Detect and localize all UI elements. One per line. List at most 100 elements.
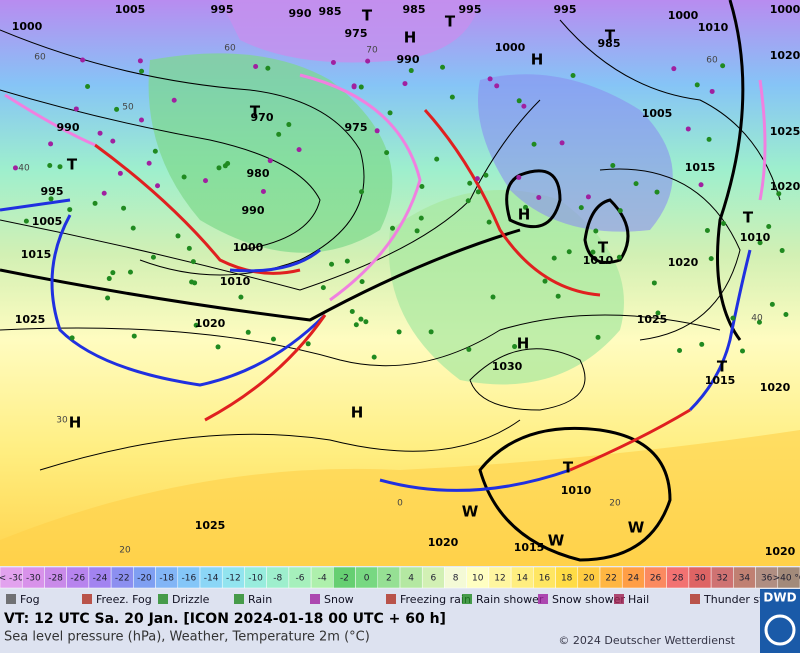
weather-symbol <box>202 178 208 184</box>
weather-symbols <box>12 57 789 360</box>
weather-symbol <box>655 310 661 316</box>
temperature-scale-label: -28 <box>48 574 63 584</box>
weather-symbol <box>106 276 112 282</box>
cold-front <box>688 249 752 412</box>
weather-symbol <box>260 188 266 194</box>
weather-symbol <box>245 329 251 335</box>
pressure-label: 1025 <box>637 313 668 326</box>
weather-symbol <box>730 315 736 321</box>
system-label: T <box>250 103 261 121</box>
weather-label: Drizzle <box>172 593 210 606</box>
temperature-scale-label: 28 <box>672 574 684 584</box>
temperature-scale-label: 4 <box>408 574 414 584</box>
weather-symbol <box>374 128 380 134</box>
temperature-label: 70 <box>366 46 378 56</box>
weather-symbol <box>474 176 480 182</box>
temperature-label: 60 <box>34 53 46 63</box>
weather-symbol <box>756 319 762 325</box>
pressure-label: 1025 <box>15 313 46 326</box>
temperature-scale-label: -12 <box>226 574 241 584</box>
weather-symbol <box>654 189 660 195</box>
pressure-label: 1020 <box>195 317 226 330</box>
weather-symbol <box>152 148 158 154</box>
warm-front <box>569 408 691 472</box>
temperature-scale-label: -2 <box>340 574 349 584</box>
weather-symbol <box>616 254 622 260</box>
weather-symbol <box>137 58 143 64</box>
weather-icon <box>310 594 320 604</box>
legend: < -30 -30 -28 -26 -24 -22 -20 -18 -16 -14 -12 -10 -8… <box>0 566 800 612</box>
system-label: W <box>462 503 479 521</box>
weather-symbol <box>475 189 481 195</box>
pressure-label: 975 <box>345 121 368 134</box>
weather-symbol <box>127 269 133 275</box>
temperature-scale-label: 2 <box>386 574 392 584</box>
weather-symbol <box>121 205 127 211</box>
isobar <box>469 348 586 411</box>
pressure-label: 1015 <box>21 248 52 261</box>
weather-symbol <box>570 73 576 79</box>
pressure-label: 1020 <box>668 256 699 269</box>
pressure-label: 985 <box>319 5 342 18</box>
weather-symbol <box>434 156 440 162</box>
isobar <box>0 89 321 251</box>
weather-symbol <box>685 126 691 132</box>
temperature-scale-label: -6 <box>296 574 305 584</box>
temperature-label: 40 <box>18 164 30 174</box>
temperature-scale-label: -14 <box>204 574 219 584</box>
weather-symbol <box>353 322 359 328</box>
weather-symbol <box>512 344 518 350</box>
logo: DWD <box>763 591 796 605</box>
isobar <box>716 0 745 341</box>
weather-symbol <box>186 245 192 251</box>
weather-symbol <box>189 279 195 285</box>
weather-symbol <box>216 165 222 171</box>
pressure-label: 1005 <box>32 215 63 228</box>
temperature-scale-label: 34 <box>739 574 751 584</box>
system-label: H <box>531 51 544 69</box>
temperature-label: 0 <box>397 499 403 509</box>
weather-symbol <box>101 190 107 196</box>
pressure-label: 1000 <box>12 20 43 33</box>
weather-symbol <box>23 218 29 224</box>
weather-symbol <box>555 293 561 299</box>
temperature-label: 60 <box>224 44 236 54</box>
weather-symbol <box>551 255 557 261</box>
weather-label: Snow shower <box>552 593 625 606</box>
weather-symbol <box>486 219 492 225</box>
weather-symbol <box>699 341 705 347</box>
weather-symbol <box>440 64 446 70</box>
weather-symbol <box>559 140 565 146</box>
temperature-scale-label: 36 <box>761 574 773 584</box>
isobar <box>39 419 521 471</box>
weather-symbol <box>769 301 775 307</box>
temperature-scale-label: -20 <box>137 574 152 584</box>
weather-symbol <box>193 322 199 328</box>
warm-front <box>94 143 301 275</box>
weather-symbol <box>419 183 425 189</box>
weather-symbol <box>494 83 500 89</box>
temperature-scale-label: 6 <box>430 574 436 584</box>
weather-label: Freez. Fog <box>96 593 152 606</box>
temperature-scale-label: 12 <box>494 574 505 584</box>
pressure-label: 975 <box>345 27 368 40</box>
cold-front <box>379 468 571 492</box>
weather-icon <box>386 594 396 604</box>
weather-symbol <box>92 200 98 206</box>
temp-area <box>148 53 393 253</box>
weather-symbol <box>320 285 326 291</box>
weather-symbol <box>270 336 276 342</box>
isobar <box>478 426 672 562</box>
isobar <box>599 168 741 341</box>
pressure-label: 1010 <box>583 254 614 267</box>
temperature-scale-label: < -30 <box>0 574 24 584</box>
pressure-label: 995 <box>459 3 482 16</box>
weather-symbol <box>296 147 302 153</box>
weather-symbol <box>466 346 472 352</box>
temperature-label: 30 <box>56 416 68 426</box>
pressure-label: 1000 <box>233 241 264 254</box>
pressure-label: 1015 <box>685 161 716 174</box>
weather-symbol <box>740 348 746 354</box>
weather-symbol <box>110 138 116 144</box>
pressure-label: 1025 <box>195 519 226 532</box>
